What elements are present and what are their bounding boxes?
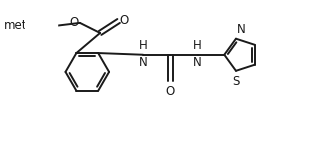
Text: N: N	[139, 56, 148, 69]
Text: O: O	[166, 85, 175, 98]
Text: H: H	[193, 39, 202, 52]
Text: O: O	[120, 14, 129, 27]
Text: S: S	[232, 75, 240, 88]
Text: N: N	[237, 23, 246, 36]
Text: O: O	[70, 16, 79, 29]
Text: N: N	[193, 56, 202, 69]
Text: methoxy: methoxy	[4, 19, 56, 32]
Text: H: H	[139, 39, 148, 52]
